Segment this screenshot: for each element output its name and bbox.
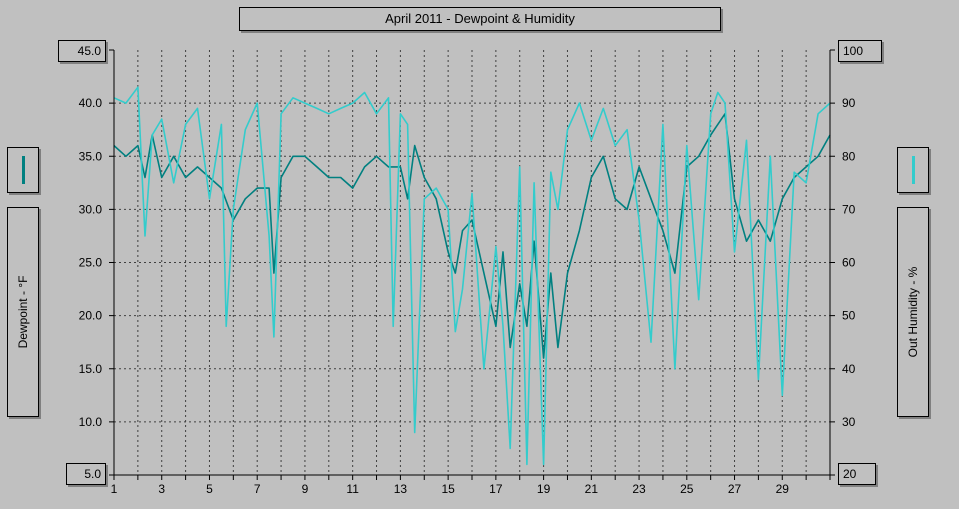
left-tick-label: 15.0 — [79, 362, 103, 376]
dewpoint-legend-swatch — [7, 147, 39, 193]
right-axis-max-box: 100 — [838, 40, 882, 62]
x-tick-label: 19 — [537, 482, 551, 496]
x-tick-label: 11 — [346, 482, 359, 496]
right-tick-label: 30 — [842, 415, 856, 429]
x-tick-label: 5 — [206, 482, 213, 496]
x-tick-label: 21 — [585, 482, 599, 496]
right-tick-label: 50 — [842, 309, 856, 323]
x-tick-label: 23 — [632, 482, 646, 496]
x-tick-label: 7 — [254, 482, 261, 496]
chart-title: April 2011 - Dewpoint & Humidity — [239, 7, 721, 31]
left-tick-label: 30.0 — [79, 202, 103, 216]
humidity-legend-swatch — [897, 147, 929, 193]
right-tick-label: 80 — [842, 149, 856, 163]
left-tick-label: 10.0 — [79, 415, 103, 429]
left-tick-label: 35.0 — [79, 149, 103, 163]
x-tick-label: 9 — [302, 482, 309, 496]
left-tick-label: 20.0 — [79, 309, 103, 323]
right-axis-label: Out Humidity - % — [906, 266, 920, 358]
x-tick-label: 1 — [111, 482, 118, 496]
x-tick-label: 29 — [776, 482, 790, 496]
x-tick-label: 17 — [489, 482, 503, 496]
left-axis-label-box: Dewpoint - °F — [7, 207, 39, 417]
dewpoint-series-line — [113, 113, 831, 359]
right-tick-label: 60 — [842, 256, 856, 270]
x-tick-label: 3 — [158, 482, 165, 496]
left-tick-label: 40.0 — [79, 96, 103, 110]
x-tick-label: 27 — [728, 482, 742, 496]
right-axis-label-box: Out Humidity - % — [897, 207, 929, 417]
right-tick-label: 90 — [842, 96, 856, 110]
left-axis-max-box: 45.0 — [58, 40, 106, 62]
left-tick-label: 25.0 — [79, 256, 103, 270]
left-axis-label: Dewpoint - °F — [16, 275, 30, 349]
left-axis-min-box: 5.0 — [66, 463, 106, 485]
x-tick-label: 13 — [394, 482, 408, 496]
right-tick-label: 70 — [842, 202, 856, 216]
humidity-series-line — [113, 86, 831, 466]
right-axis-min-box: 20 — [838, 463, 876, 485]
x-tick-label: 15 — [441, 482, 455, 496]
right-tick-label: 40 — [842, 362, 856, 376]
x-tick-label: 25 — [680, 482, 694, 496]
